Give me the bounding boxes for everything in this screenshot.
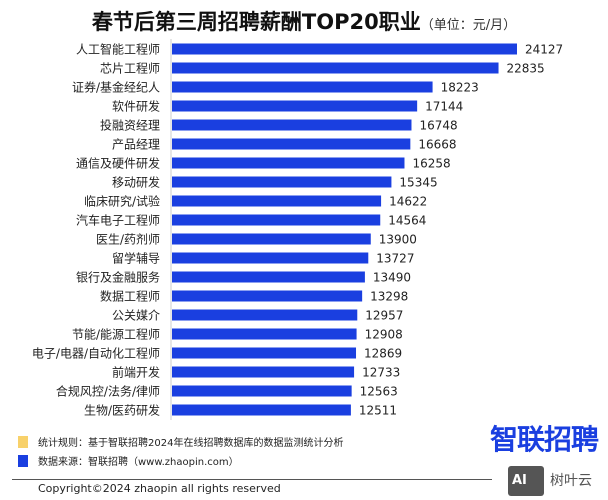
category-label: 临床研究/试验 [84,194,160,209]
value-label: 13298 [370,290,408,304]
source-text: 数据来源：智联招聘（www.zhaopin.com） [38,457,239,468]
zhaopin-logo: 智联招聘 [490,423,599,456]
value-label: 13490 [373,271,411,285]
bar [172,81,433,93]
category-label: 数据工程师 [100,289,160,304]
category-label: 芯片工程师 [100,61,160,76]
value-label: 24127 [525,43,563,57]
bar [172,309,358,321]
category-label: 公关媒介 [112,309,160,323]
bar [172,347,357,359]
category-label: 软件研发 [112,99,160,114]
category-label: 银行及金融服务 [76,270,160,285]
legend-source: 数据来源：智联招聘（www.zhaopin.com） [18,453,239,468]
rule-text: 统计规则：基于智联招聘2024年在线招聘数据库的数据监测统计分析 [38,438,344,449]
bar [172,176,392,188]
bar [172,100,418,112]
value-label: 13727 [376,252,414,266]
value-label: 13900 [379,233,417,247]
bar [172,385,352,397]
source-swatch [18,454,28,467]
unit-note: （单位：元/月） [420,18,517,33]
category-label: 前端开发 [112,365,160,380]
bar [172,271,365,283]
bar [172,195,382,207]
bar [172,138,411,150]
category-label: 节能/能源工程师 [72,327,160,342]
title-text: 春节后第三周招聘薪酬TOP20职业 [91,10,421,34]
category-label: 合规风控/法务/律师 [56,384,160,399]
value-label: 14622 [389,195,427,209]
value-label: 12957 [365,309,403,323]
category-label: 留学辅导 [112,251,160,266]
category-label: 汽车电子工程师 [76,213,160,228]
value-label: 17144 [425,100,463,114]
category-label: 通信及硬件研发 [76,156,160,171]
value-label: 12908 [365,328,403,342]
chart-title: 春节后第三周招聘薪酬TOP20职业（单位：元/月） [0,6,608,36]
category-label: 医生/药剂师 [96,232,160,247]
bar [172,290,363,302]
value-label: 12733 [362,366,400,380]
bar [172,366,355,378]
category-label: 产品经理 [112,138,160,152]
category-label: 证券/基金经纪人 [72,80,160,95]
category-label: 人工智能工程师 [76,42,160,57]
value-label: 15345 [399,176,437,190]
bar [172,43,517,55]
bar [172,157,405,169]
bar [172,328,357,340]
value-label: 12511 [359,404,397,418]
bar [172,252,369,264]
value-label: 16668 [418,138,456,152]
value-label: 12563 [360,385,398,399]
bar-chart: 人工智能工程师 24127 芯片工程师 22835 证券/基金经纪人 18223 软件研发 1… [32,39,563,420]
divider [12,479,492,480]
value-label: 22835 [507,62,545,76]
bar [172,62,499,74]
badge-text: 树叶云 [550,473,592,489]
value-label: 14564 [388,214,426,228]
legend-rule: 统计规则：基于智联招聘2024年在线招聘数据库的数据监测统计分析 [18,434,343,449]
rule-swatch [18,435,28,448]
category-label: 生物/医药研发 [84,403,160,418]
value-label: 16748 [419,119,457,133]
category-label: 电子/电器/自动化工程师 [32,346,160,361]
bar [172,233,371,245]
category-label: 投融资经理 [100,118,160,133]
bar [172,119,412,131]
copyright: Copyright©2024 zhaopin all rights reserv… [38,482,281,495]
value-label: 18223 [441,81,479,95]
bar [172,214,381,226]
value-label: 16258 [412,157,450,171]
value-label: 12869 [364,347,402,361]
bar [172,404,351,416]
category-label: 移动研发 [112,175,160,190]
ai-badge: AI [508,466,544,496]
